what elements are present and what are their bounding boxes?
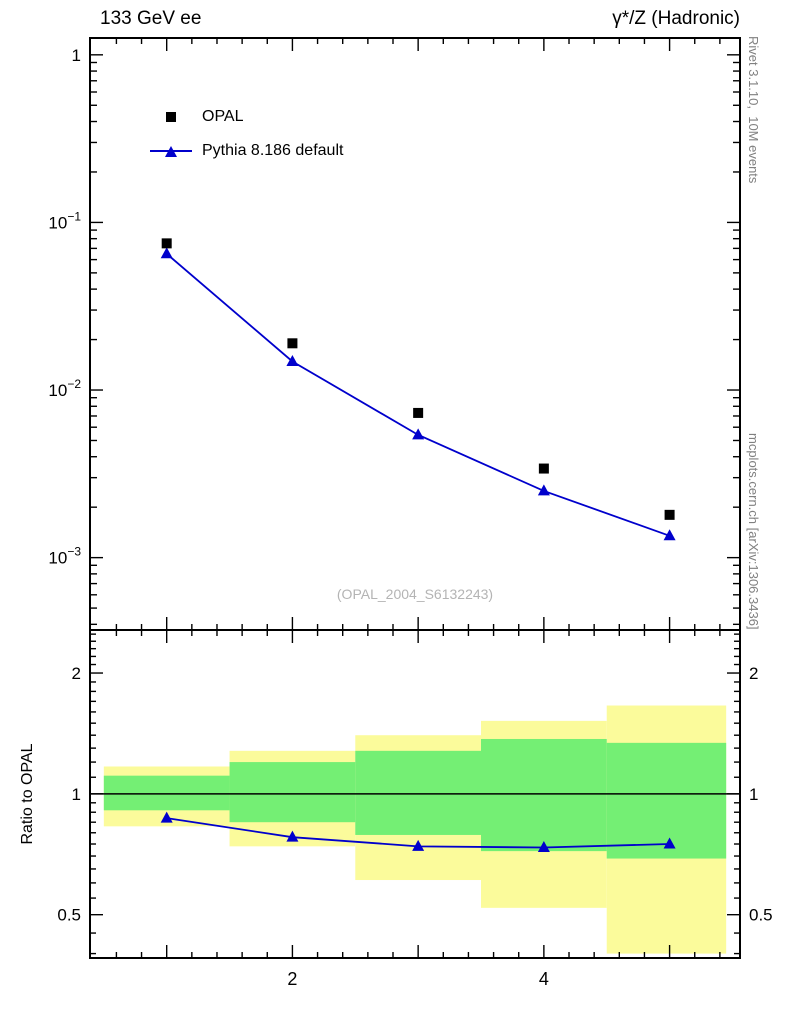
main-series-pythia	[160, 247, 676, 541]
svg-text:0.5: 0.5	[749, 906, 773, 925]
svg-text:2: 2	[287, 969, 297, 989]
svg-text:0.5: 0.5	[57, 906, 81, 925]
analysis-id-watermark: (OPAL_2004_S6132243)	[336, 586, 494, 602]
plot-title-left: 133 GeV ee	[100, 8, 202, 29]
svg-text:4: 4	[539, 969, 549, 989]
triangle-marker-icon	[165, 145, 177, 157]
svg-text:1: 1	[72, 785, 81, 804]
svg-text:1: 1	[749, 785, 758, 804]
legend-item-opal: OPAL	[148, 100, 343, 134]
mcplots-reference-label: mcplots.cern.ch [arXiv:1306.3436]	[746, 433, 761, 630]
square-marker-icon	[166, 112, 176, 122]
opal-marker-cell	[148, 107, 194, 127]
ratio-band-green	[103, 738, 727, 859]
svg-text:2: 2	[749, 664, 758, 683]
axis-tick-labels: 1 10−1 10−2 10−3 0.5 0.5 1 1 2 2 2 4	[48, 46, 772, 989]
svg-text:2: 2	[72, 664, 81, 683]
main-series-opal	[161, 238, 675, 520]
ratio-series-pythia	[160, 811, 676, 853]
svg-text:10−1: 10−1	[48, 209, 81, 232]
axis-ticks	[90, 38, 740, 958]
legend: OPAL Pythia 8.186 default	[148, 100, 343, 168]
rivet-version-label: Rivet 3.1.10, 10M events	[746, 36, 761, 184]
ratio-axis-title: Ratio to OPAL	[19, 743, 36, 845]
svg-text:10−3: 10−3	[48, 545, 81, 568]
svg-text:1: 1	[72, 46, 81, 65]
legend-label-opal: OPAL	[202, 108, 244, 125]
pythia-marker-cell	[148, 141, 194, 161]
plot-title-right: γ*/Z (Hadronic)	[612, 8, 740, 29]
svg-text:10−2: 10−2	[48, 377, 81, 400]
legend-item-pythia: Pythia 8.186 default	[148, 134, 343, 168]
legend-label-pythia: Pythia 8.186 default	[202, 142, 344, 159]
